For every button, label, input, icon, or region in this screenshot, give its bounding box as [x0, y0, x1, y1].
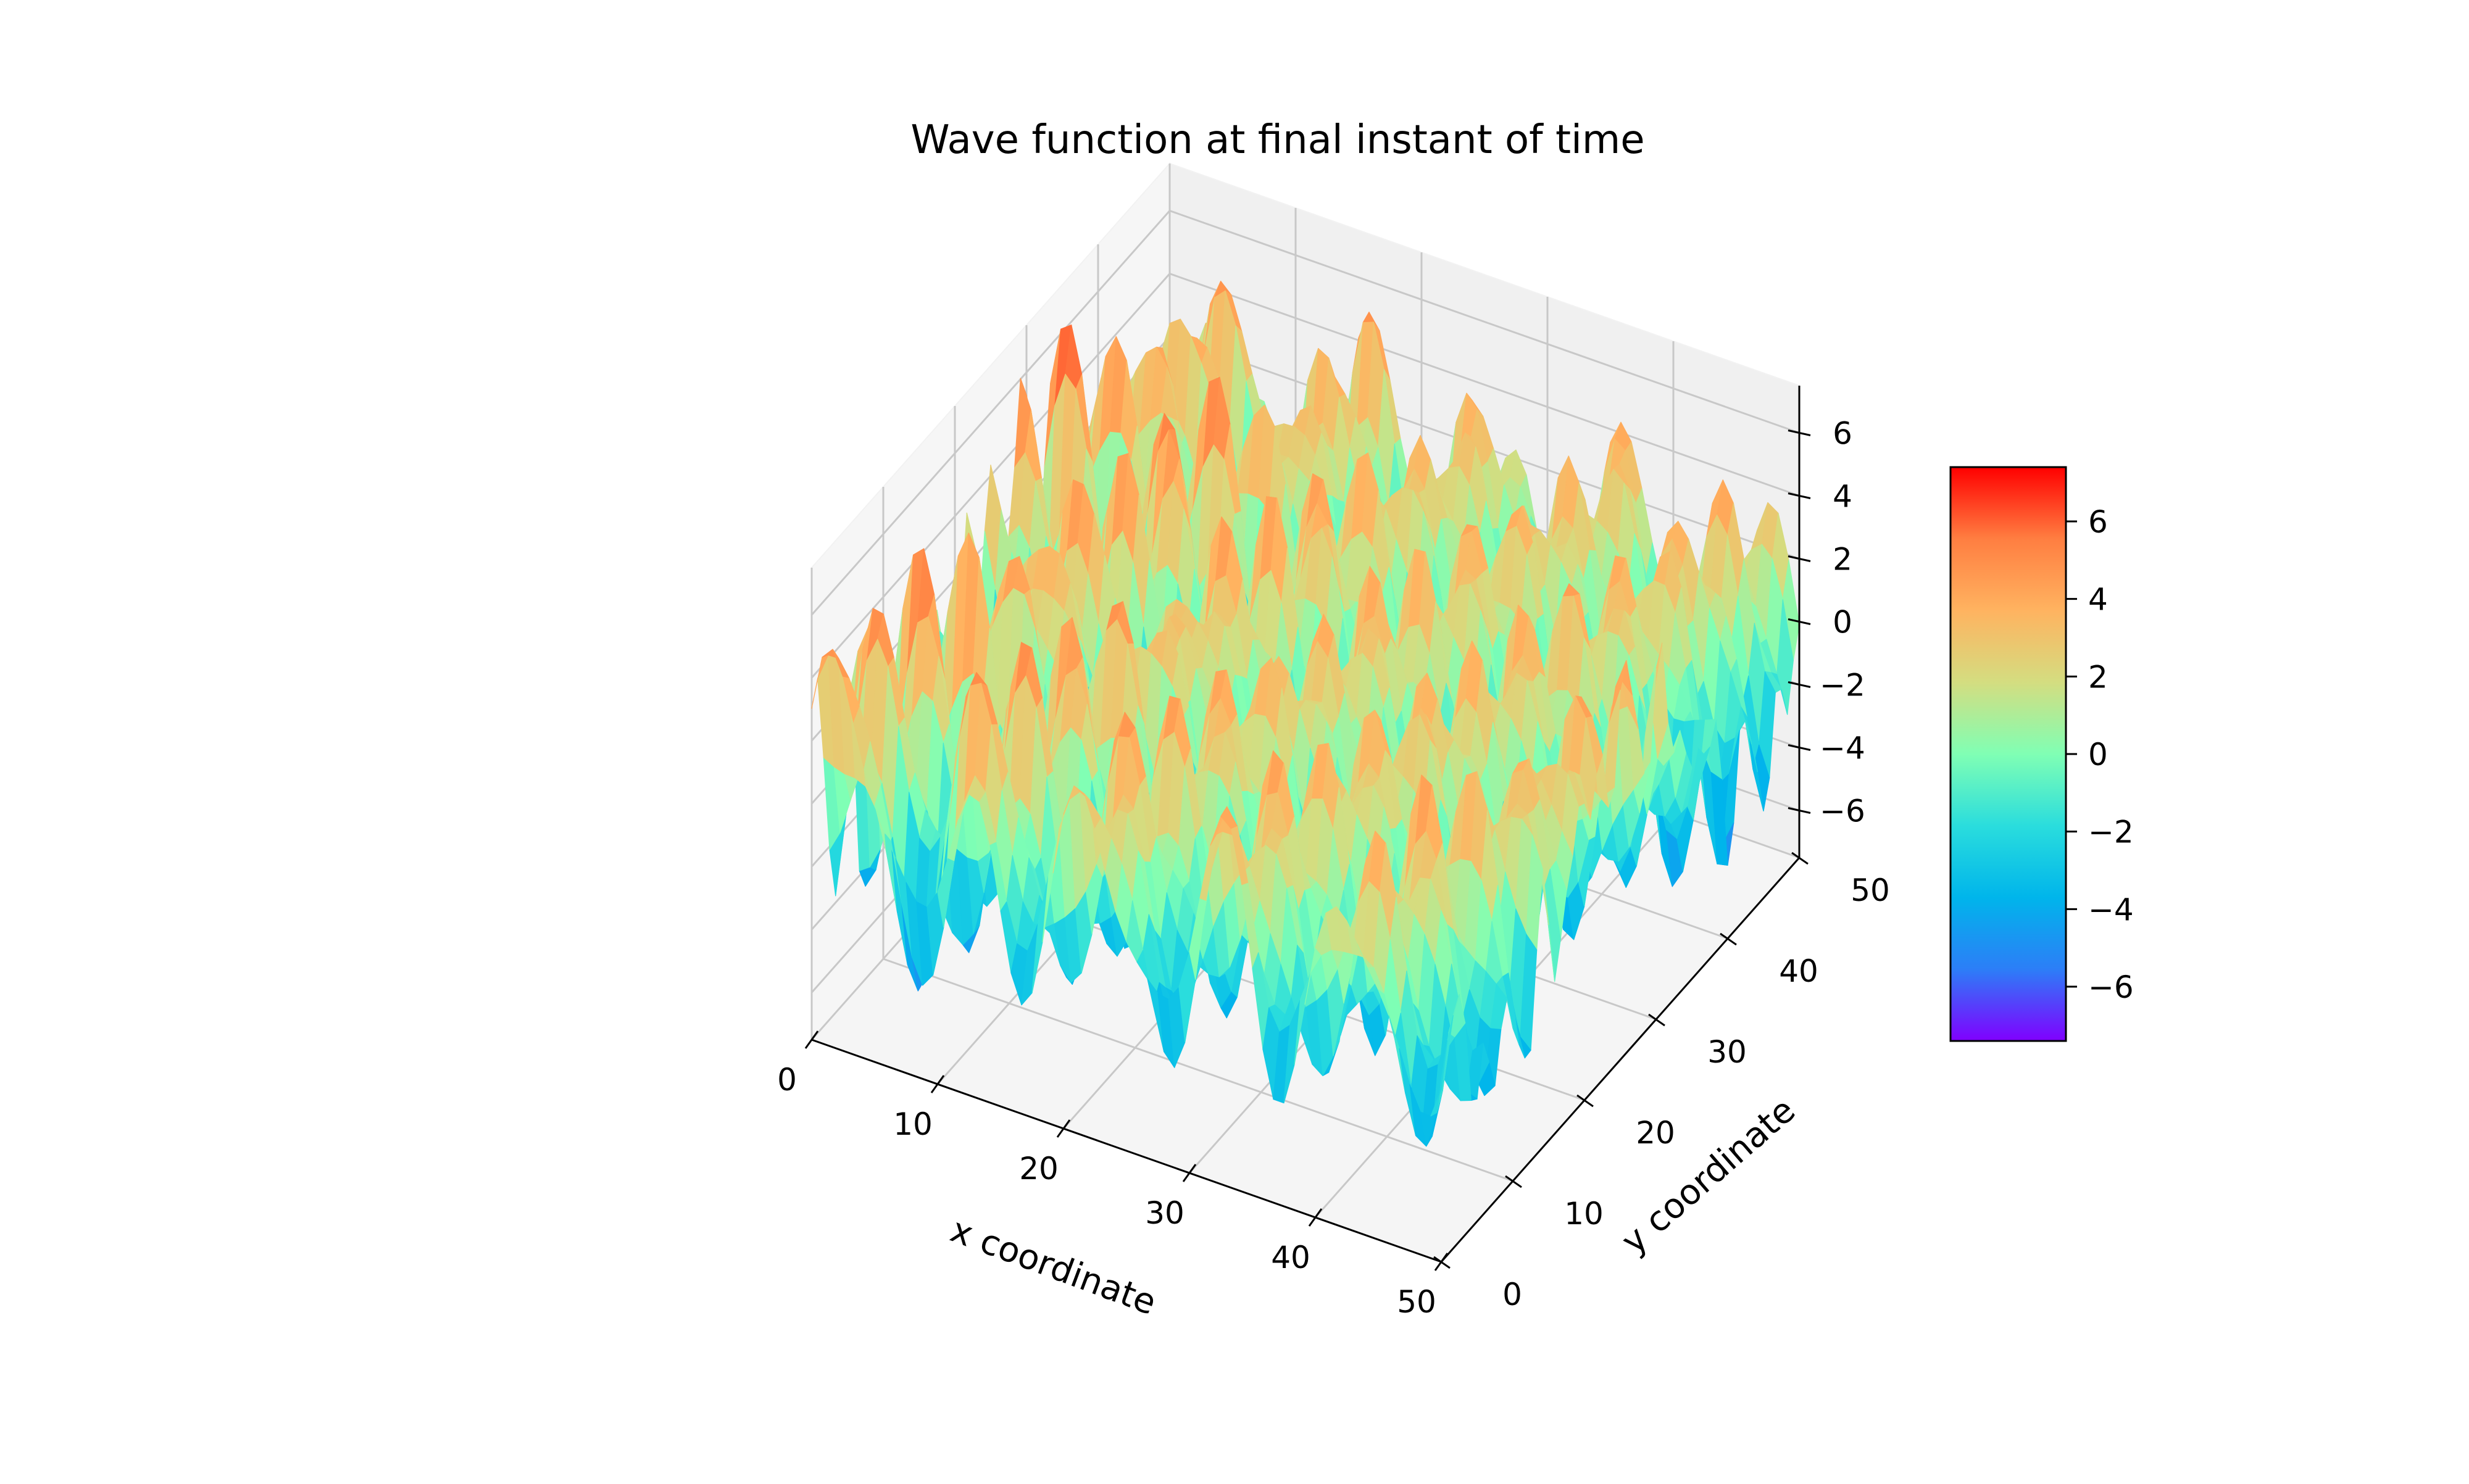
- x-tick-labels: 0 10 20 30 40 50: [777, 1062, 1436, 1320]
- z-tick-label: 6: [1833, 416, 1852, 452]
- x-tick-label: 50: [1397, 1284, 1436, 1320]
- surface-patch: [1430, 1040, 1448, 1117]
- gridline-z-back: [1169, 273, 1800, 497]
- y-tick: [1433, 1256, 1451, 1269]
- chart-title: Wave function at final instant of time: [910, 117, 1644, 163]
- colorbar-tick-label: 2: [2088, 659, 2108, 695]
- x-tick-label: 30: [1145, 1195, 1185, 1231]
- x-axis-line: [811, 1038, 1442, 1263]
- colorbar-tick-label: 6: [2088, 504, 2108, 540]
- gridline-z-left: [810, 210, 1171, 616]
- x-tick-label: 40: [1271, 1240, 1310, 1275]
- z-tick-label: 2: [1833, 542, 1852, 578]
- colorbar-tick-label: −2: [2088, 815, 2134, 850]
- gridline-y-floor: [883, 958, 1513, 1182]
- colorbar: 6 4 2 0 −2 −4 −6: [1949, 466, 2134, 1042]
- y-axis-line: [1440, 857, 1801, 1262]
- z-tick-label: −6: [1820, 794, 1865, 829]
- z-tick-labels: 6 4 2 0 −2 −4 −6: [1820, 416, 1865, 829]
- y-tick-labels: 0 10 20 30 40 50: [1502, 873, 1890, 1312]
- y-tick-label: 50: [1851, 873, 1890, 908]
- z-tick-label: −4: [1820, 731, 1865, 766]
- colorbar-tick-label: −6: [2088, 969, 2134, 1005]
- z-tick-label: −2: [1820, 668, 1865, 703]
- axis-ticks: [804, 386, 1811, 1271]
- y-tick-label: 20: [1636, 1115, 1675, 1151]
- colorbar-tick-label: −4: [2088, 892, 2134, 927]
- x-axis-label: x coordinate: [945, 1210, 1161, 1323]
- y-tick-label: 40: [1779, 953, 1818, 989]
- y-tick-label: 0: [1502, 1277, 1522, 1312]
- y-tick-label: 10: [1564, 1196, 1604, 1232]
- colorbar-gradient: [1949, 466, 2067, 1042]
- colorbar-ticks: 6 4 2 0 −2 −4 −6: [2066, 504, 2134, 1005]
- x-tick-label: 0: [777, 1062, 797, 1098]
- y-tick-label: 30: [1707, 1034, 1747, 1070]
- colorbar-tick-label: 0: [2088, 737, 2108, 773]
- z-tick-label: 4: [1833, 479, 1852, 515]
- z-tick-label: 0: [1833, 605, 1852, 640]
- wave-surface: [811, 281, 1800, 1147]
- colorbar-tick-label: 4: [2088, 582, 2108, 618]
- gridline-z-back: [1169, 210, 1800, 434]
- x-tick-label: 10: [893, 1106, 933, 1142]
- x-tick-label: 20: [1019, 1151, 1059, 1187]
